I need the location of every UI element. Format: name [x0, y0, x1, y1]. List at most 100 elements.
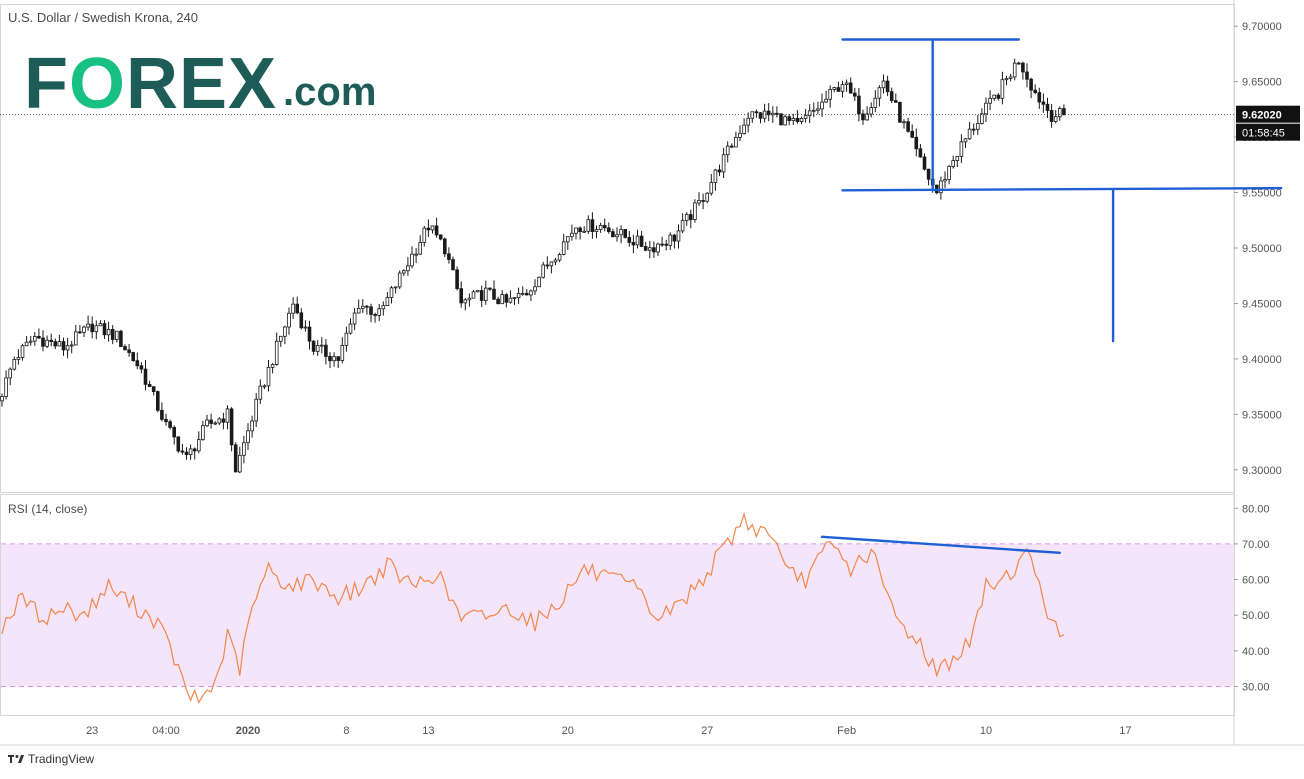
candle-up — [557, 254, 562, 261]
candle-down — [336, 356, 340, 361]
candle-up — [410, 253, 414, 267]
price-candles — [0, 58, 1066, 474]
candle-down — [1045, 103, 1050, 111]
candle-up — [529, 290, 533, 296]
candle-up — [943, 179, 947, 182]
candle-up — [201, 425, 205, 441]
candle-down — [164, 418, 168, 423]
candle-down — [41, 337, 45, 347]
candle-up — [816, 108, 820, 111]
candle-up — [24, 341, 29, 347]
candle-up — [738, 132, 742, 138]
rsi-tick-label: 60.00 — [1242, 575, 1270, 587]
candle-up — [1012, 62, 1017, 78]
candle-up — [742, 124, 746, 134]
candle-down — [221, 418, 226, 423]
candle-up — [57, 341, 62, 347]
candle-down — [37, 336, 41, 339]
candle-up — [401, 270, 406, 274]
chart-title: U.S. Dollar / Swedish Krona, 240 — [8, 10, 199, 25]
candle-down — [324, 344, 328, 357]
candle-down — [766, 110, 771, 116]
candle-down — [459, 288, 463, 304]
candle-down — [754, 111, 759, 114]
candle-down — [447, 253, 451, 260]
candle-down — [295, 303, 299, 314]
candle-up — [582, 230, 586, 233]
candle-up — [332, 356, 336, 362]
candle-down — [922, 156, 927, 170]
candle-up — [828, 89, 832, 100]
candle-down — [496, 298, 500, 305]
candle-down — [147, 383, 152, 388]
candle-up — [824, 98, 828, 103]
candle-up — [225, 408, 230, 423]
candle-up — [266, 366, 271, 387]
candle-down — [1041, 101, 1046, 105]
candle-up — [74, 331, 78, 346]
candle-down — [894, 100, 898, 103]
candle-up — [4, 377, 8, 397]
candle-up — [553, 259, 558, 263]
last-price-box — [1236, 105, 1300, 123]
candle-down — [861, 113, 865, 121]
tradingview-brand[interactable]: TradingView — [8, 752, 94, 766]
candle-up — [746, 117, 750, 126]
candle-up — [283, 326, 287, 337]
tradingview-icon — [8, 755, 24, 763]
candle-down — [488, 287, 492, 290]
candle-up — [213, 422, 218, 425]
candle-up — [955, 155, 960, 161]
candle-up — [0, 396, 4, 402]
candle-down — [607, 227, 611, 233]
candle-down — [442, 238, 447, 255]
candle-up — [28, 340, 33, 343]
candle-down — [479, 290, 484, 301]
candle-up — [344, 332, 349, 346]
candle-up — [254, 398, 259, 422]
candle-up — [319, 344, 324, 347]
candle-up — [82, 326, 86, 333]
price-tick-label: 9.30000 — [1242, 465, 1282, 477]
countdown-label: 01:58:45 — [1242, 128, 1285, 140]
candle-up — [45, 339, 49, 347]
candle-up — [106, 329, 111, 336]
candle-down — [131, 352, 136, 362]
candle-down — [775, 112, 779, 115]
candle-down — [192, 448, 197, 452]
logo-suffix: .com — [283, 70, 377, 114]
price-tick-label: 9.40000 — [1242, 354, 1282, 366]
candle-up — [250, 420, 254, 432]
candle-down — [369, 306, 373, 315]
candle-up — [807, 110, 812, 117]
candle-up — [16, 357, 21, 360]
candle-up — [992, 94, 996, 99]
candle-up — [541, 264, 545, 278]
time-tick-label: 8 — [343, 725, 349, 737]
candle-up — [771, 112, 775, 116]
candle-up — [188, 448, 193, 456]
candle-up — [303, 326, 308, 329]
candle-down — [717, 169, 722, 173]
forex-logo: FOREX .com — [24, 48, 377, 120]
candle-up — [648, 247, 652, 251]
candle-up — [520, 292, 525, 295]
candle-down — [311, 340, 316, 352]
candle-down — [168, 421, 172, 428]
rsi-tick-label: 80.00 — [1242, 503, 1270, 515]
candle-down — [127, 349, 131, 353]
price-tick-label: 9.50000 — [1242, 243, 1282, 255]
candle-up — [385, 297, 390, 306]
candle-down — [180, 450, 185, 453]
candle-up — [397, 272, 402, 288]
rsi-divergence-line — [820, 535, 1062, 555]
time-tick-label: 20 — [562, 725, 574, 737]
candle-up — [274, 340, 279, 365]
candle-up — [287, 312, 291, 328]
candle-up — [463, 299, 468, 304]
candle-up — [1058, 108, 1062, 118]
candle-up — [959, 141, 964, 157]
candle-up — [676, 230, 681, 242]
candle-up — [262, 385, 267, 388]
candle-down — [795, 117, 800, 122]
